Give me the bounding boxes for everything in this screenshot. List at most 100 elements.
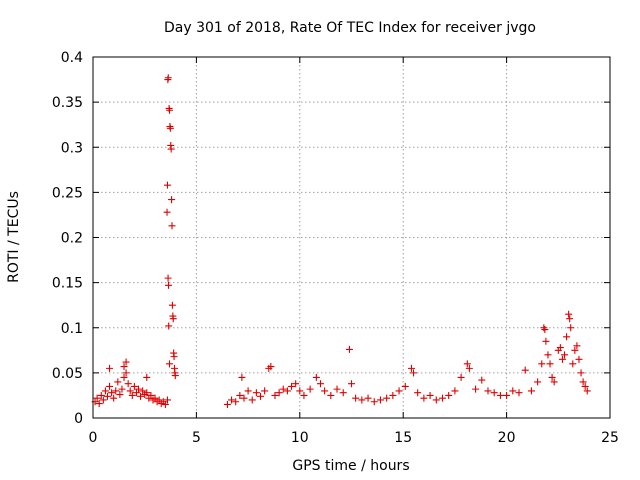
- y-axis-label: ROTI / TECUs: [6, 191, 22, 283]
- data-point: [327, 391, 335, 399]
- data-point: [364, 394, 372, 402]
- data-point: [420, 394, 428, 402]
- data-point: [132, 389, 140, 397]
- data-point: [106, 382, 114, 390]
- data-point: [238, 373, 246, 381]
- data-point: [147, 391, 155, 399]
- data-point: [240, 394, 248, 402]
- data-point: [169, 315, 177, 323]
- data-point: [171, 372, 179, 380]
- data-point: [166, 124, 174, 132]
- data-point: [556, 344, 564, 352]
- y-tick-label: 0.4: [61, 50, 83, 66]
- data-point: [370, 398, 378, 406]
- data-point: [126, 387, 134, 395]
- data-point: [478, 376, 486, 384]
- data-point: [352, 394, 360, 402]
- data-point: [143, 373, 151, 381]
- data-point: [577, 369, 585, 377]
- x-tick-label: 10: [291, 430, 309, 446]
- data-point: [457, 373, 465, 381]
- data-point: [544, 351, 552, 359]
- data-point: [143, 389, 151, 397]
- data-point: [569, 360, 577, 368]
- data-point: [122, 358, 130, 366]
- data-point: [348, 380, 355, 388]
- data-point: [339, 389, 347, 397]
- data-point: [232, 398, 240, 406]
- y-tick-label: 0.2: [61, 231, 83, 247]
- data-point: [101, 387, 109, 395]
- data-point: [571, 346, 579, 354]
- data-point: [451, 387, 459, 395]
- data-point: [300, 391, 308, 399]
- data-point: [541, 326, 549, 334]
- x-tick-label: 20: [498, 430, 516, 446]
- data-point: [383, 394, 391, 402]
- data-point: [445, 391, 453, 399]
- data-point: [116, 391, 124, 399]
- data-point: [166, 360, 174, 368]
- data-point: [120, 373, 128, 381]
- data-point: [515, 389, 523, 397]
- data-point: [490, 389, 498, 397]
- data-point: [168, 222, 176, 230]
- chart-title: Day 301 of 2018, Rate Of TEC Index for r…: [164, 20, 536, 36]
- y-tick-label: 0.05: [52, 366, 83, 382]
- data-point: [583, 387, 591, 395]
- data-point: [223, 400, 231, 408]
- data-point: [130, 382, 138, 390]
- axis-ticks: 0 5 10 15 20 25 0 0.05 0.1 0.15 0.2 0.25 0.3 0.35 0.4: [52, 50, 619, 446]
- grid-lines: [93, 57, 610, 418]
- data-point: [579, 378, 587, 386]
- data-point: [463, 360, 471, 368]
- data-point: [395, 387, 403, 395]
- data-point: [550, 378, 558, 386]
- data-point: [333, 385, 341, 393]
- x-tick-label: 5: [192, 430, 201, 446]
- data-point: [163, 181, 171, 189]
- data-point: [548, 373, 556, 381]
- data-point: [573, 342, 581, 350]
- y-tick-label: 0.1: [61, 321, 83, 337]
- data-point: [99, 396, 107, 404]
- data-point: [155, 396, 163, 404]
- data-point: [542, 337, 550, 345]
- data-point: [527, 387, 535, 395]
- data-point: [283, 387, 291, 395]
- data-point: [534, 378, 542, 386]
- y-tick-label: 0.3: [61, 140, 83, 156]
- data-point: [118, 385, 126, 393]
- data-point: [106, 364, 114, 372]
- data-point: [139, 387, 147, 395]
- data-point: [521, 366, 529, 374]
- y-tick-label: 0.25: [52, 185, 83, 201]
- data-point: [509, 387, 517, 395]
- data-point: [567, 324, 575, 332]
- data-point: [228, 396, 236, 404]
- data-point: [166, 106, 174, 114]
- data-point: [546, 360, 554, 368]
- x-axis-label: GPS time / hours: [292, 458, 409, 474]
- data-point: [97, 391, 105, 399]
- data-point: [103, 392, 111, 400]
- data-point: [358, 396, 366, 404]
- data-point: [137, 392, 145, 400]
- data-point: [236, 391, 244, 399]
- data-point: [566, 315, 574, 323]
- data-point: [93, 394, 101, 402]
- data-point: [164, 281, 172, 289]
- data-point: [389, 391, 397, 399]
- x-tick-label: 15: [394, 430, 412, 446]
- data-point: [426, 391, 434, 399]
- data-point: [161, 400, 169, 408]
- data-point: [561, 351, 569, 359]
- data-point: [257, 392, 265, 400]
- data-point: [414, 389, 422, 397]
- data-point: [271, 391, 279, 399]
- data-point: [124, 380, 132, 388]
- x-tick-label: 0: [89, 430, 98, 446]
- data-point: [540, 324, 548, 332]
- data-point: [321, 387, 329, 395]
